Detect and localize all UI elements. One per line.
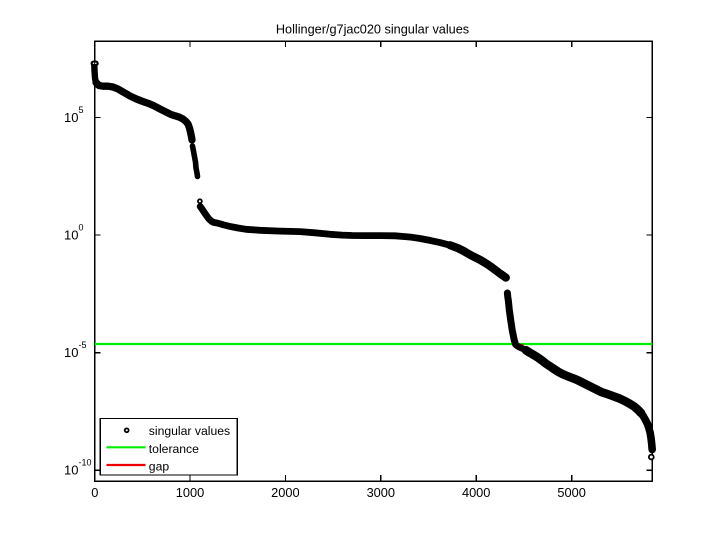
svg-text:1000: 1000 bbox=[176, 485, 204, 500]
svg-text:5000: 5000 bbox=[557, 485, 585, 500]
svg-text:tolerance: tolerance bbox=[149, 442, 199, 456]
svg-text:4000: 4000 bbox=[462, 485, 490, 500]
svg-text:Hollinger/g7jac020 singular va: Hollinger/g7jac020 singular values bbox=[276, 22, 469, 36]
svg-text:3000: 3000 bbox=[367, 485, 395, 500]
svg-text:gap: gap bbox=[149, 460, 170, 474]
svg-text:singular values: singular values bbox=[149, 424, 230, 438]
svg-text:2000: 2000 bbox=[271, 485, 299, 500]
svg-text:0: 0 bbox=[91, 485, 98, 500]
